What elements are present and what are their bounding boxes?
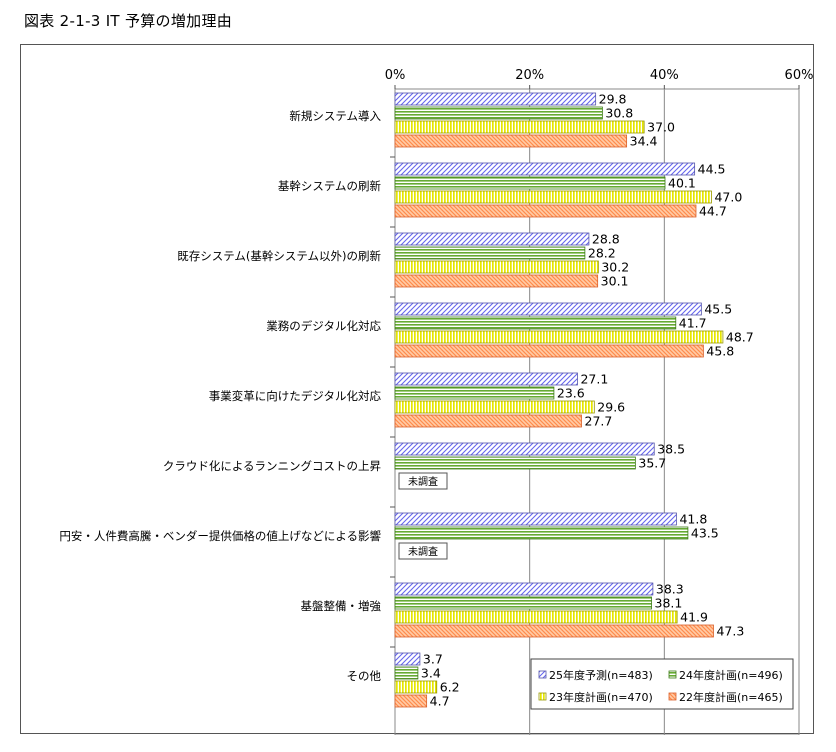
value-label: 23.6: [557, 386, 585, 401]
value-label: 40.1: [668, 176, 696, 191]
value-label: 38.1: [655, 596, 683, 611]
value-label: 41.7: [679, 316, 707, 331]
value-label: 30.8: [605, 106, 633, 121]
bar: [394, 330, 724, 344]
bar: [394, 400, 595, 414]
bar: [394, 260, 599, 274]
bar: [394, 652, 421, 666]
bar: [394, 232, 590, 246]
x-tick-label: 60%: [785, 68, 814, 83]
value-label: 45.8: [706, 344, 734, 359]
value-label: 27.7: [585, 414, 613, 429]
legend-label: 23年度計画(n=470): [549, 690, 653, 704]
value-label: 41.8: [679, 512, 707, 527]
value-label: 38.3: [656, 582, 684, 597]
bar: [394, 610, 678, 624]
category-label: 新規システム導入: [289, 109, 381, 123]
legend-box: [530, 658, 794, 710]
value-label: 44.7: [699, 204, 727, 219]
bar: [394, 456, 636, 470]
value-label: 37.0: [647, 120, 675, 135]
bar: [394, 624, 714, 638]
bar: [394, 246, 586, 260]
value-label: 38.5: [657, 442, 685, 457]
bar: [394, 526, 689, 540]
value-label: 30.1: [601, 274, 629, 289]
value-label: 6.2: [440, 680, 460, 695]
chart-frame: 0% 20% 40% 60% 新規システム導入基幹システムの刷新既存システム(基幹シス…: [20, 44, 814, 735]
bar: [394, 442, 655, 456]
bar: [394, 680, 438, 694]
bar-chart: 0% 20% 40% 60% 新規システム導入基幹システムの刷新既存システム(基幹シス…: [59, 68, 814, 735]
not-surveyed-box: [398, 472, 448, 490]
bar: [394, 316, 677, 330]
value-label: 47.0: [714, 190, 742, 205]
bar: [394, 176, 666, 190]
value-label: 28.8: [592, 232, 620, 247]
value-label: 44.5: [698, 162, 726, 177]
not-surveyed-label: 未調査: [408, 475, 438, 488]
value-label: 48.7: [726, 330, 754, 345]
value-label: 3.7: [423, 652, 443, 667]
bar: [394, 372, 578, 386]
value-label: 34.4: [630, 134, 658, 149]
bar: [394, 414, 582, 428]
legend-swatch: [668, 670, 677, 679]
category-label: 事業変革に向けたデジタル化対応: [209, 389, 382, 403]
value-label: 3.4: [421, 666, 441, 681]
value-label: 4.7: [430, 694, 450, 709]
category-label: 既存システム(基幹システム以外)の刷新: [177, 249, 381, 263]
category-label: 円安・人件費高騰・ベンダー提供価格の値上げなどによる影響: [59, 529, 381, 543]
category-label: その他: [347, 669, 382, 683]
value-label: 47.3: [716, 624, 744, 639]
value-label: 35.7: [638, 456, 666, 471]
bar: [394, 344, 704, 358]
legend-swatch: [538, 692, 547, 701]
legend-label: 22年度計画(n=465): [679, 690, 783, 704]
value-label: 27.1: [580, 372, 608, 387]
category-label: 基盤整備・増強: [301, 599, 382, 613]
bar: [394, 596, 652, 610]
value-label: 30.2: [601, 260, 629, 275]
x-tick-label: 0%: [385, 68, 406, 83]
value-label: 29.8: [599, 92, 627, 107]
legend-swatch: [668, 692, 677, 701]
bar: [394, 386, 555, 400]
bar: [394, 162, 696, 176]
bar: [394, 204, 697, 218]
bar: [394, 512, 677, 526]
value-label: 45.5: [704, 302, 732, 317]
bar: [394, 120, 645, 134]
bar: [394, 694, 428, 708]
value-label: 41.9: [680, 610, 708, 625]
bar: [394, 92, 597, 106]
bar: [394, 274, 599, 288]
not-surveyed-label: 未調査: [408, 545, 438, 558]
value-label: 28.2: [588, 246, 616, 261]
bar: [394, 302, 702, 316]
value-label: 29.6: [597, 400, 625, 415]
category-label: クラウド化によるランニングコストの上昇: [163, 459, 381, 473]
x-tick-label: 40%: [650, 68, 679, 83]
value-label: 43.5: [691, 526, 719, 541]
not-surveyed-box: [398, 542, 448, 560]
legend-label: 25年度予測(n=483): [549, 668, 653, 682]
bar: [394, 582, 654, 596]
category-label: 基幹システムの刷新: [278, 179, 382, 193]
x-tick-label: 20%: [515, 68, 544, 83]
category-label: 業務のデジタル化対応: [266, 319, 381, 333]
legend-swatch: [538, 670, 547, 679]
bar: [394, 190, 712, 204]
bar: [394, 666, 419, 680]
bar: [394, 134, 628, 148]
legend-label: 24年度計画(n=496): [679, 668, 783, 682]
figure-title: 図表 2-1-3 IT 予算の増加理由: [24, 12, 233, 30]
bar: [394, 106, 603, 120]
